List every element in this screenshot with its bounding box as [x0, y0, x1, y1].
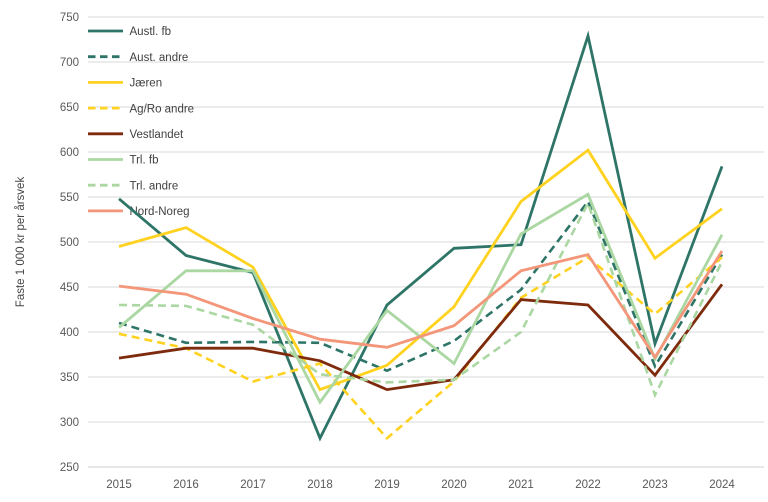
legend-label-j-ren: Jæren: [130, 78, 163, 90]
y-tick-label: 750: [60, 12, 79, 24]
legend-label-trl-fb: Trl. fb: [130, 155, 159, 167]
x-tick-label: 2016: [173, 479, 199, 491]
y-tick-label: 350: [60, 372, 79, 384]
legend-label-nord-noreg: Nord-Noreg: [130, 206, 190, 218]
x-tick-label: 2021: [508, 479, 534, 491]
x-tick-label: 2017: [240, 479, 266, 491]
y-tick-label: 500: [60, 237, 79, 249]
x-tick-label: 2015: [106, 479, 132, 491]
y-tick-label: 300: [60, 417, 79, 429]
series-line-aust-andre: [118, 198, 724, 373]
series-line-vestlandet: [118, 283, 724, 392]
legend-label-ag-ro-andre: Ag/Ro andre: [130, 103, 195, 115]
x-tick-label: 2024: [709, 479, 735, 491]
series-line-nord-noreg: [118, 250, 724, 360]
legend-label-aust-andre: Aust. andre: [130, 52, 189, 64]
y-tick-label: 700: [60, 57, 79, 69]
legend-label-austl-fb: Austl. fb: [130, 26, 172, 38]
y-tick-label: 550: [60, 192, 79, 204]
series-line-trl-fb: [118, 192, 724, 405]
series-line-austl-fb: [118, 30, 724, 442]
y-tick-label: 650: [60, 102, 79, 114]
x-tick-label: 2019: [374, 479, 400, 491]
series-line-ag-ro-andre: [118, 255, 723, 441]
x-tick-label: 2020: [441, 479, 467, 491]
series-line-trl-andre: [118, 200, 724, 399]
y-axis-ticks: 250 300 350 400 450 500 550 600 650 700 750: [60, 12, 79, 474]
grid-layer: [88, 16, 764, 468]
y-tick-label: 400: [60, 327, 79, 339]
legend-label-vestlandet: Vestlandet: [130, 129, 185, 141]
x-tick-label: 2018: [307, 479, 333, 491]
y-tick-label: 600: [60, 147, 79, 159]
y-tick-label: 450: [60, 282, 79, 294]
legend-label-trl-andre: Trl. andre: [130, 180, 179, 192]
y-tick-label: 250: [60, 462, 79, 474]
y-axis-title: Faste 1 000 kr per årsvek: [15, 177, 27, 308]
series-layer: [118, 30, 724, 442]
x-axis-ticks: 2015 2016 2017 2018 2019 2020 2021 2022 2023 2024: [106, 479, 735, 491]
legend: Austl. fb Aust. andre Jæren Ag/Ro andre Vest…: [88, 26, 194, 218]
x-tick-label: 2023: [642, 479, 668, 491]
x-tick-label: 2022: [575, 479, 601, 491]
